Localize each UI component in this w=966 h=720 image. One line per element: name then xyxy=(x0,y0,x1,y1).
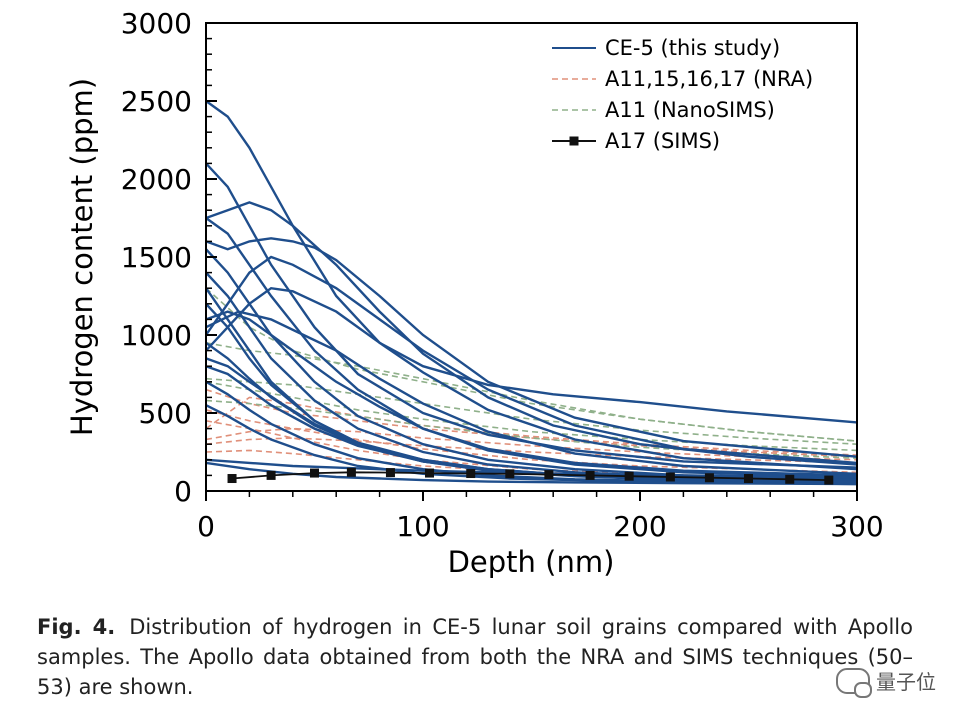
series-line-ce-5-9 xyxy=(206,310,857,477)
sims-point-marker xyxy=(266,470,276,480)
series-line-nra-21 xyxy=(206,396,857,456)
caption-label: Fig. 4. xyxy=(37,615,116,639)
y-tick-label: 2500 xyxy=(121,85,192,118)
series-layer xyxy=(206,100,857,486)
y-tick-label: 0 xyxy=(174,475,192,508)
x-tick-label: 300 xyxy=(830,510,883,543)
axes-layer: 0 500 1000 1500 2000 2500 3000 0 100 200 300 xyxy=(121,7,884,543)
sims-point-marker xyxy=(505,469,515,479)
x-axis-label: Depth (nm) xyxy=(448,545,615,579)
sims-point-marker xyxy=(624,471,634,481)
series-line-ce-5-0 xyxy=(206,100,857,424)
caption-text: Distribution of hydrogen in CE-5 lunar s… xyxy=(37,615,913,699)
y-tick-label: 2000 xyxy=(121,163,192,196)
series-line-ce-5-4 xyxy=(206,255,857,465)
sims-point-marker xyxy=(466,469,476,479)
legend-label: A11,15,16,17 (NRA) xyxy=(605,67,813,91)
series-line-ce-5-2 xyxy=(206,201,857,466)
series-line-ce-5-1 xyxy=(206,162,857,469)
series-line-nanosims-28 xyxy=(206,342,857,442)
x-tick-label: 100 xyxy=(396,510,449,543)
figure-caption: Fig. 4. Distribution of hydrogen in CE-5 … xyxy=(37,612,913,702)
legend: CE-5 (this study) A11,15,16,17 (NRA) A11 (… xyxy=(552,36,813,153)
y-tick-label: 1500 xyxy=(121,241,192,274)
series-line-a17-sims xyxy=(231,471,829,481)
sims-point-marker xyxy=(665,472,675,482)
sims-point-marker xyxy=(704,473,714,483)
series-line-ce-5-6 xyxy=(206,217,857,479)
sims-point-marker xyxy=(385,468,395,478)
sims-point-marker xyxy=(346,467,356,477)
series-line-ce-5-17 xyxy=(206,287,857,484)
x-tick-label: 0 xyxy=(197,510,215,543)
watermark-text: 量子位 xyxy=(876,670,936,694)
y-axis-label: Hydrogen content (ppm) xyxy=(65,78,99,436)
series-line-nanosims-31 xyxy=(206,399,857,459)
chart-figure: 0 500 1000 1500 2000 2500 3000 0 100 200 300 Hydro… xyxy=(65,7,884,579)
sims-point-marker xyxy=(785,474,795,484)
sims-point-marker xyxy=(425,468,435,478)
y-tick-label: 500 xyxy=(139,397,192,430)
sims-point-marker xyxy=(585,470,595,480)
sims-point-marker xyxy=(744,474,753,484)
series-line-ce-5-5 xyxy=(206,286,857,471)
chat-bubble-icon xyxy=(836,667,872,698)
series-line-ce-5-3 xyxy=(206,237,857,458)
watermark: 量子位 xyxy=(836,666,936,698)
series-line-ce-5-14 xyxy=(206,404,857,486)
y-tick-label: 3000 xyxy=(121,7,192,40)
legend-label: CE-5 (this study) xyxy=(605,36,780,60)
sims-markers-layer xyxy=(227,467,834,485)
series-line-ce-5-18 xyxy=(206,310,857,475)
legend-label: A17 (SIMS) xyxy=(605,129,720,153)
sims-point-marker xyxy=(310,468,319,478)
legend-marker xyxy=(569,136,579,146)
legend-label: A11 (NanoSIMS) xyxy=(605,98,775,122)
series-line-ce-5-7 xyxy=(206,248,857,480)
plot-frame xyxy=(205,22,858,492)
y-tick-label: 1000 xyxy=(121,319,192,352)
x-tick-label: 200 xyxy=(613,510,666,543)
sims-point-marker xyxy=(824,475,834,485)
sims-point-marker xyxy=(227,474,237,484)
sims-point-marker xyxy=(544,470,554,480)
